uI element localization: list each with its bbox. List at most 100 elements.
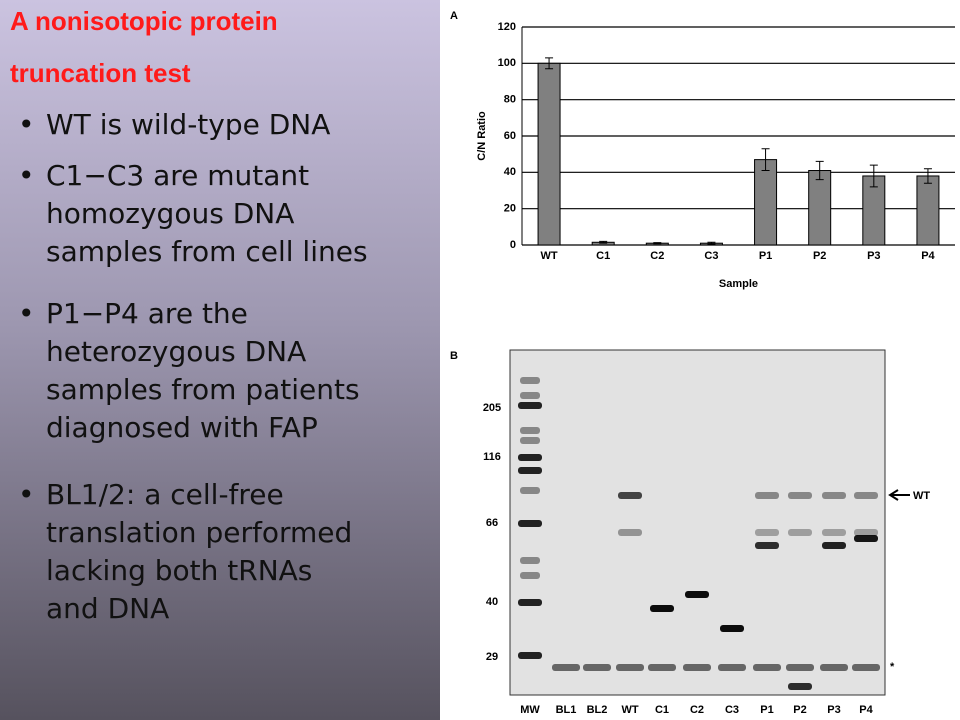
gel-band (822, 492, 846, 499)
x-axis-label: Sample (719, 278, 758, 290)
x-tick-label: P1 (759, 250, 772, 262)
error-bar (545, 57, 554, 70)
bullet-line: and DNA (46, 592, 170, 625)
y-tick-label: 20 (504, 203, 516, 215)
gel-band (648, 664, 676, 671)
gel-band (718, 664, 746, 671)
gel-band (720, 625, 744, 632)
gel-band (786, 664, 814, 671)
error-bar (869, 164, 878, 188)
lane-label: BL2 (587, 704, 608, 716)
marker-label: 29 (486, 651, 498, 663)
gel-band (552, 664, 580, 671)
x-tick-label: P4 (921, 250, 935, 262)
bullet-line: BL1/2: a cell-free (46, 478, 284, 511)
gel-band (520, 377, 540, 384)
lane-label: C2 (690, 704, 704, 716)
gel-band (520, 437, 540, 444)
gel-band (616, 664, 644, 671)
error-bar (761, 148, 770, 172)
bar (808, 170, 832, 246)
lane-label: C3 (725, 704, 739, 716)
gel-band (820, 664, 848, 671)
y-tick-label: 0 (510, 239, 516, 251)
gel-band (854, 535, 878, 542)
bullet-line: diagnosed with FAP (46, 411, 318, 444)
gel-band (520, 487, 540, 494)
bullet: • BL1/2: a cell-free translation performed… (18, 476, 352, 628)
marker-label: 40 (486, 596, 498, 608)
gel-band (518, 520, 542, 527)
lane-label: P2 (793, 704, 806, 716)
gel-band (685, 591, 709, 598)
bar (537, 62, 561, 246)
gel-band (650, 605, 674, 612)
bullet-line: heterozygous DNA (46, 335, 307, 368)
x-tick-label: C2 (650, 250, 664, 262)
bullet-line: samples from patients (46, 373, 360, 406)
gel-band (822, 529, 846, 536)
gel-band (618, 492, 642, 499)
gel-band (583, 664, 611, 671)
gel-band (518, 402, 542, 409)
y-tick-label: 80 (504, 94, 516, 106)
bullet-line: homozygous DNA (46, 197, 295, 230)
bullet: • WT is wild-type DNA (18, 106, 330, 144)
gel-band (518, 467, 542, 474)
y-tick-label: 120 (498, 21, 516, 33)
bullet-line: translation performed (46, 516, 353, 549)
bar (916, 175, 940, 246)
gel-band (755, 542, 779, 549)
y-tick-label: 100 (498, 57, 516, 69)
x-tick-label: C1 (596, 250, 610, 262)
y-axis-label: C/N Ratio (476, 111, 488, 161)
gel-band (755, 492, 779, 499)
gel-band (755, 529, 779, 536)
x-tick-label: WT (541, 250, 558, 262)
error-bar (599, 240, 608, 244)
y-tick-label: 40 (504, 166, 516, 178)
bullet-dot: • (18, 297, 35, 330)
bullet-dot: • (18, 478, 35, 511)
bullet-line: C1−C3 are mutant (46, 159, 310, 192)
x-tick-label: P3 (867, 250, 880, 262)
slide-title: truncation test (10, 58, 191, 88)
bullet-line: samples from cell lines (46, 235, 368, 268)
gel-band (822, 542, 846, 549)
gel-band (520, 392, 540, 399)
panel-label: A (450, 10, 458, 22)
bullet-dot: • (18, 108, 35, 141)
gel-band (788, 529, 812, 536)
lane-label: BL1 (556, 704, 577, 716)
bullet-dot: • (18, 159, 35, 192)
x-tick-label: C3 (704, 250, 718, 262)
marker-label: 66 (486, 517, 498, 529)
error-bar (815, 160, 824, 181)
lane-label: P3 (827, 704, 840, 716)
gel-band (520, 572, 540, 579)
y-tick-label: 60 (504, 130, 516, 142)
gel-band (683, 664, 711, 671)
lane-label: WT (621, 704, 638, 716)
panel-label: B (450, 350, 458, 362)
gel-band (852, 664, 880, 671)
gel-band (518, 599, 542, 606)
arrow (888, 489, 910, 501)
gel-band (618, 529, 642, 536)
bullet: • P1−P4 are the heterozygous DNA samples fr… (18, 295, 360, 447)
gel-band (753, 664, 781, 671)
gel-band (854, 529, 878, 536)
gel-band (520, 557, 540, 564)
gel-band (788, 492, 812, 499)
bar (754, 159, 778, 246)
x-tick-label: P2 (813, 250, 826, 262)
gel-band (518, 454, 542, 461)
bullet-line: lacking both tRNAs (46, 554, 313, 587)
lane-label: P4 (859, 704, 873, 716)
error-bar (707, 241, 716, 245)
text-panel: A nonisotopic protein truncation test • W… (0, 0, 440, 720)
gel (509, 349, 886, 696)
bullet-line: WT is wild-type DNA (46, 108, 331, 141)
